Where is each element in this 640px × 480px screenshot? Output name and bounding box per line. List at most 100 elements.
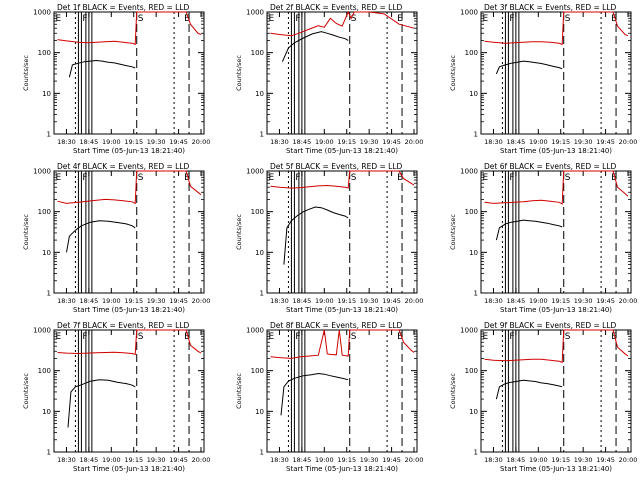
event-marker-label: E	[268, 173, 274, 183]
x-tick-label: 19:00	[102, 297, 121, 305]
y-tick-label: 1	[260, 131, 264, 139]
y-axis-label: Counts/sec	[22, 373, 30, 409]
plot-frame	[480, 170, 632, 294]
x-tick-label: 19:45	[596, 297, 615, 305]
event-marker-label: F	[295, 14, 300, 24]
y-tick-label: 1	[474, 290, 478, 298]
event-marker-label: E	[268, 14, 274, 24]
chart-panel: Det 9f BLACK = Events, RED = LLD Counts/s…	[449, 321, 637, 473]
x-tick-label: 18:45	[80, 297, 99, 305]
x-tick-label: 18:45	[293, 456, 312, 464]
x-tick-label: 20:00	[405, 297, 424, 305]
event-marker-label: F	[509, 332, 514, 342]
event-marker-label: S	[351, 173, 357, 183]
x-tick-label: 19:00	[315, 456, 334, 464]
y-tick-label: 1	[47, 449, 51, 457]
event-marker-label: F	[509, 14, 514, 24]
x-tick-label: 18:45	[293, 297, 312, 305]
y-tick-label: 1000	[460, 168, 478, 176]
y-tick-label: 1	[260, 290, 264, 298]
x-tick-label: 18:45	[507, 138, 526, 146]
series-line-lld	[484, 329, 629, 364]
x-tick-label: 19:00	[315, 138, 334, 146]
x-tick-label: 20:00	[405, 138, 424, 146]
event-marker-label: E	[184, 332, 190, 342]
x-tick-label: 19:45	[169, 297, 188, 305]
y-tick-label: 1	[474, 449, 478, 457]
y-axis-label: Counts/sec	[235, 214, 243, 250]
event-marker-label: F	[82, 173, 87, 183]
x-tick-label: 19:30	[574, 138, 593, 146]
x-tick-label: 19:30	[360, 138, 379, 146]
y-tick-label: 1	[47, 131, 51, 139]
y-tick-label: 10	[255, 249, 264, 257]
x-tick-label: 20:00	[192, 138, 211, 146]
y-tick-label: 100	[38, 208, 51, 216]
chart-title: Det 7f BLACK = Events, RED = LLD	[57, 321, 190, 330]
x-tick-label: 18:30	[57, 456, 76, 464]
x-tick-label: 19:45	[382, 456, 401, 464]
y-axis-label: Counts/sec	[22, 55, 30, 91]
x-tick-label: 19:15	[124, 138, 143, 146]
event-marker-label: E	[397, 173, 403, 183]
event-marker-label: F	[509, 173, 514, 183]
event-marker-label: F	[82, 332, 87, 342]
x-tick-label: 19:00	[315, 297, 334, 305]
series-line-events	[281, 31, 349, 62]
x-tick-label: 19:30	[574, 456, 593, 464]
chart-panel: Det 7f BLACK = Events, RED = LLD Counts/s…	[22, 321, 210, 473]
x-tick-label: 18:45	[80, 138, 99, 146]
y-axis-label: Counts/sec	[22, 214, 30, 250]
y-tick-label: 100	[465, 367, 478, 375]
x-axis-label: Start Time (05-Jun-13 18:21:40)	[500, 465, 612, 473]
plot-frame	[266, 170, 418, 294]
chart-title: Det 4f BLACK = Events, RED = LLD	[57, 162, 190, 171]
y-tick-label: 1000	[246, 168, 264, 176]
x-tick-label: 19:00	[529, 138, 548, 146]
event-marker-label: E	[611, 173, 617, 183]
y-tick-label: 100	[38, 49, 51, 57]
series-line-events	[495, 60, 563, 75]
x-tick-label: 19:45	[596, 456, 615, 464]
chart-title: Det 6f BLACK = Events, RED = LLD	[484, 162, 617, 171]
x-tick-label: 19:30	[574, 297, 593, 305]
x-tick-label: 18:30	[270, 456, 289, 464]
y-tick-label: 10	[42, 408, 51, 416]
event-marker-label: S	[138, 173, 144, 183]
y-tick-label: 100	[465, 208, 478, 216]
x-axis-label: Start Time (05-Jun-13 18:21:40)	[286, 147, 398, 155]
series-line-lld	[57, 11, 202, 46]
y-tick-label: 100	[251, 367, 264, 375]
chart-panel: Det 4f BLACK = Events, RED = LLD Counts/s…	[22, 162, 210, 314]
event-marker-label: E	[397, 332, 403, 342]
event-marker-label: E	[611, 332, 617, 342]
x-tick-label: 19:00	[102, 456, 121, 464]
y-tick-label: 10	[255, 90, 264, 98]
x-tick-label: 19:45	[382, 297, 401, 305]
chart-title: Det 3f BLACK = Events, RED = LLD	[484, 3, 617, 12]
event-marker-label: E	[55, 14, 61, 24]
chart-panel: Det 6f BLACK = Events, RED = LLD Counts/s…	[449, 162, 637, 314]
chart-panel: Det 1f BLACK = Events, RED = LLD Counts/s…	[22, 3, 210, 155]
x-axis-label: Start Time (05-Jun-13 18:21:40)	[500, 147, 612, 155]
event-marker-label: F	[295, 173, 300, 183]
series-line-lld	[57, 329, 202, 356]
x-tick-label: 20:00	[619, 456, 638, 464]
x-tick-label: 19:45	[382, 138, 401, 146]
x-tick-label: 19:00	[529, 456, 548, 464]
y-tick-label: 100	[465, 49, 478, 57]
event-marker-label: E	[184, 14, 190, 24]
x-tick-label: 18:30	[57, 138, 76, 146]
series-line-lld	[484, 170, 629, 205]
plot-frame	[480, 329, 632, 453]
chart-title: Det 2f BLACK = Events, RED = LLD	[270, 3, 403, 12]
y-tick-label: 1000	[33, 9, 51, 17]
x-tick-label: 18:30	[484, 456, 503, 464]
chart-title: Det 5f BLACK = Events, RED = LLD	[270, 162, 403, 171]
x-tick-label: 19:30	[147, 138, 166, 146]
event-marker-label: S	[138, 14, 144, 24]
series-line-events	[67, 379, 136, 428]
chart-panel: Det 8f BLACK = Events, RED = LLD Counts/s…	[235, 321, 423, 473]
